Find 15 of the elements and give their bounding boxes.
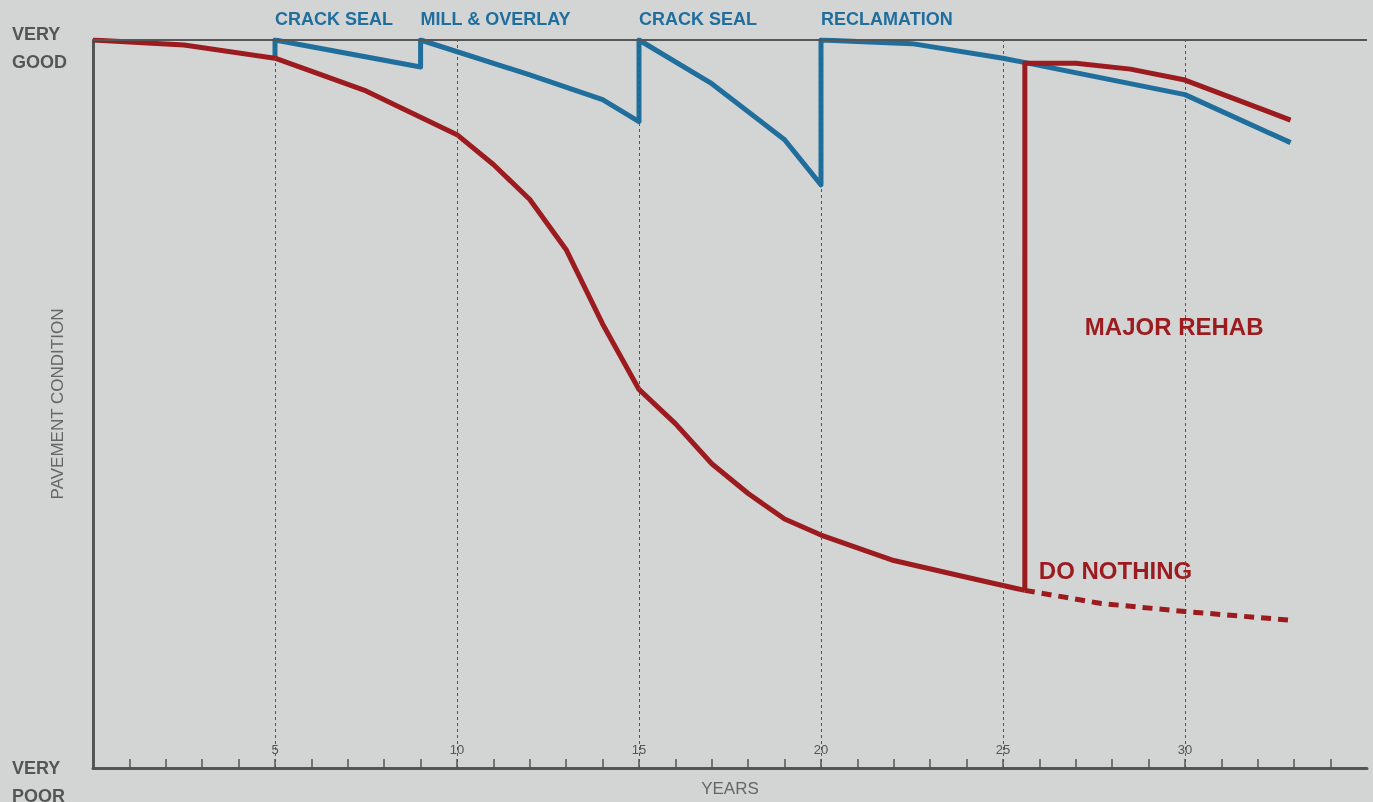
x-tick-label: 25 xyxy=(995,742,1011,757)
text: MAJOR REHAB xyxy=(1084,313,1264,341)
x-tick-label: 30 xyxy=(1177,742,1193,757)
text: VERY POOR xyxy=(12,758,66,802)
x-tick-label: 15 xyxy=(631,742,647,757)
y-axis-title: PAVEMENT CONDITION xyxy=(48,308,67,500)
annotation: CRACK SEAL xyxy=(275,9,394,29)
text: VERY GOOD xyxy=(12,24,68,72)
x-axis-title: YEARS xyxy=(701,779,759,798)
series-label: DO NOTHING xyxy=(1038,556,1193,584)
annotation: CRACK SEAL xyxy=(639,9,758,29)
annotation: RECLAMATION xyxy=(821,9,953,29)
x-tick-label: 20 xyxy=(813,742,829,757)
x-tick-label: 10 xyxy=(449,742,465,757)
annotation: MILL & OVERLAY xyxy=(420,9,571,29)
